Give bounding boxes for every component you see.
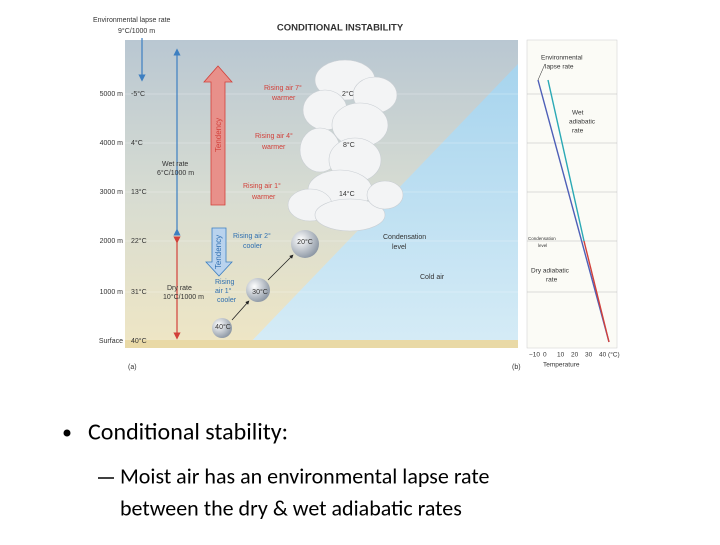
label: warmer	[251, 194, 276, 201]
parcel-temp: 2°C	[342, 90, 354, 98]
parcel-temp: 14°C	[339, 190, 355, 198]
altitude-label: 5000 m	[100, 91, 124, 98]
ground	[125, 340, 518, 348]
label: Cold air	[420, 274, 445, 281]
env-temp: 13°C	[131, 188, 147, 196]
label: Dry rate	[167, 285, 192, 292]
label: cooler	[243, 243, 263, 250]
label: Rising air 7°	[264, 84, 302, 92]
wet-adiabatic-line	[547, 79, 585, 242]
parcel-temp: 20°C	[297, 238, 313, 246]
leader	[537, 63, 546, 81]
label: Rising	[215, 279, 235, 286]
label: Wet	[572, 110, 584, 117]
label: Tendency	[214, 118, 223, 152]
altitude-label: 3000 m	[100, 189, 124, 196]
label: warmer	[261, 144, 286, 151]
parcel-temp: 40°C	[215, 323, 231, 331]
x-tick-label: −10	[529, 352, 540, 359]
bullet-list: Conditional stability: Moist air has an …	[63, 418, 490, 521]
panel-b	[526, 39, 618, 349]
label: lapse rate	[545, 64, 574, 71]
label: 9°C/1000 m	[118, 27, 155, 35]
panel-label: (a)	[128, 364, 137, 371]
label: rate	[546, 277, 558, 284]
panel-a	[125, 38, 518, 348]
bullet-text: Conditional stability:	[88, 418, 288, 447]
env-temp: 22°C	[131, 237, 147, 245]
altitude-label: 2000 m	[100, 238, 124, 245]
parcel-temp: 30°C	[252, 288, 268, 296]
dry-adiabatic-line	[583, 240, 610, 343]
sub-bullet-text: between the dry & wet adiabatic rates	[120, 494, 462, 521]
graph-area	[526, 39, 618, 349]
label: Environmental	[541, 55, 583, 62]
warming-tendency-arrow	[203, 65, 233, 206]
parcel	[246, 278, 270, 302]
x-tick-label: 0	[543, 352, 547, 359]
label: Condensation	[383, 234, 426, 241]
label: level	[538, 243, 547, 248]
label: 10°C/1000 m	[163, 293, 204, 301]
parcel-path	[231, 300, 250, 321]
label: 6°C/1000 m	[157, 169, 194, 177]
label: Condensation	[528, 236, 556, 241]
cloud	[287, 59, 404, 232]
bullet-marker	[63, 429, 71, 437]
env-temp: -5°C	[131, 90, 145, 98]
axis-title: Temperature	[543, 362, 580, 369]
env-temp: 40°C	[131, 337, 147, 345]
env-temp: 4°C	[131, 139, 143, 147]
x-tick-label: 10	[557, 352, 565, 359]
altitude-label: 1000 m	[100, 289, 124, 296]
panel-label: (b)	[512, 364, 521, 371]
altitude-label: 4000 m	[100, 140, 124, 147]
label: cooler	[217, 297, 237, 304]
label: Rising air 2°	[233, 232, 271, 240]
label: Rising air 1°	[243, 182, 281, 190]
parcel	[291, 230, 319, 258]
label: air 1°	[215, 287, 232, 295]
label: rate	[572, 128, 584, 135]
parcel-temp: 8°C	[343, 141, 355, 149]
label: warmer	[271, 95, 296, 102]
env-temp: 31°C	[131, 288, 147, 296]
sub-bullet-text: Moist air has an environmental lapse rat…	[120, 462, 490, 489]
x-tick-label: 20	[571, 352, 579, 359]
label: adiabatic	[569, 119, 596, 126]
cooling-tendency-arrow	[205, 227, 233, 277]
env-lapse-line	[537, 79, 610, 343]
label: Environmental lapse rate	[93, 17, 171, 24]
label: Rising air 4°	[255, 132, 293, 140]
x-tick-label: 40 (°C)	[599, 351, 620, 359]
label: level	[392, 244, 407, 251]
label: Dry adiabatic	[531, 268, 570, 275]
label: Tendency	[214, 235, 223, 269]
label: Wet rate	[162, 161, 188, 168]
parcel	[212, 318, 232, 338]
figure-labels: Environmental lapse rate 9°C/1000 m COND…	[93, 17, 620, 371]
altitude-label: Surface	[99, 338, 123, 345]
x-tick-label: 30	[585, 352, 593, 359]
graph-grid	[527, 93, 617, 293]
figure-title: CONDITIONAL INSTABILITY	[277, 23, 404, 34]
parcel-path	[267, 254, 294, 281]
